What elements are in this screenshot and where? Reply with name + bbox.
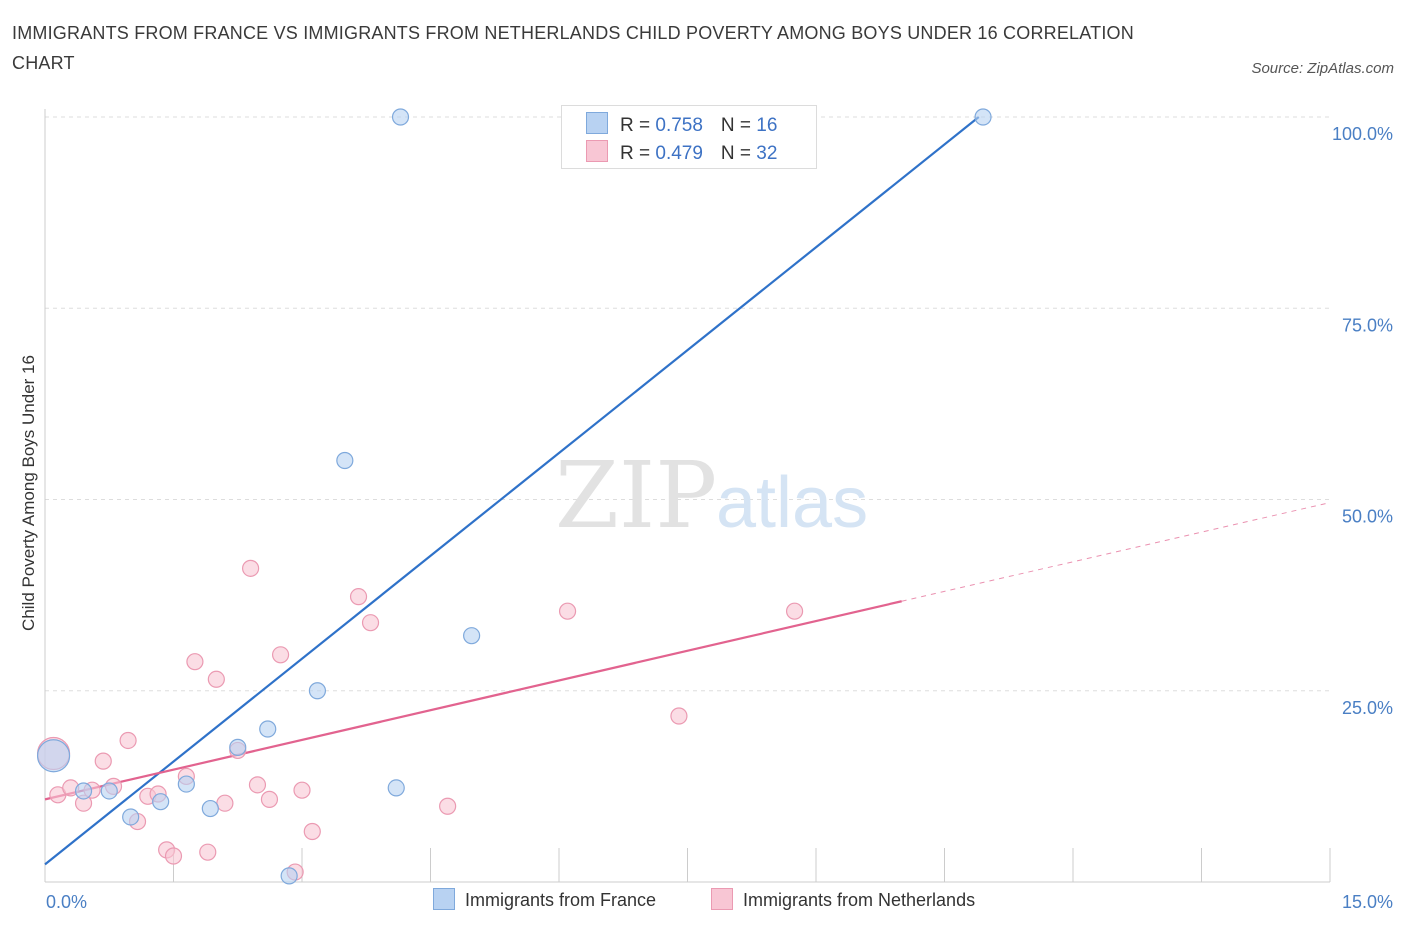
- point-france: [463, 627, 481, 645]
- bottom-legend-swatch-france: [433, 888, 455, 910]
- watermark-atlas: atlas: [716, 463, 868, 543]
- y-tick-label: 50.0%: [1342, 507, 1393, 527]
- point-netherlands: [439, 797, 457, 815]
- point-france: [387, 779, 405, 797]
- legend-n-value-netherlands: 32: [756, 143, 778, 164]
- data-points: [36, 108, 992, 885]
- source-label: Source: ZipAtlas.com: [1251, 60, 1394, 77]
- trend-line-netherlands-extension: [901, 502, 1331, 602]
- legend-n-label-france: N =: [720, 115, 757, 136]
- legend: R = 0.758 N = 16 R = 0.479 N = 32: [561, 105, 817, 169]
- legend-row-france: R = 0.758 N = 16: [586, 112, 777, 138]
- point-netherlands: [207, 670, 225, 688]
- point-netherlands: [216, 794, 234, 812]
- legend-r-label-france: R =: [620, 115, 656, 136]
- point-netherlands: [260, 790, 279, 808]
- point-netherlands: [94, 752, 112, 770]
- point-netherlands: [242, 559, 260, 577]
- point-netherlands: [271, 646, 290, 664]
- point-netherlands: [248, 776, 267, 794]
- y-tick-label: 75.0%: [1342, 315, 1393, 335]
- x-tick-label: 0.0%: [46, 892, 87, 912]
- legend-n-label-netherlands: N =: [720, 143, 757, 164]
- y-tick-label: 100.0%: [1332, 124, 1393, 144]
- point-france: [201, 799, 219, 818]
- y-tick-label: 25.0%: [1342, 698, 1393, 718]
- trend-line-netherlands: [44, 600, 902, 801]
- point-france: [336, 451, 354, 470]
- point-france: [280, 867, 298, 885]
- chart-title: IMMIGRANTS FROM FRANCE VS IMMIGRANTS FRO…: [12, 23, 1134, 73]
- tick-labels: 100.0% 75.0% 50.0% 25.0% 0.0% 15.0%: [46, 124, 1393, 912]
- point-netherlands: [293, 781, 311, 799]
- trend-line-france: [44, 116, 980, 866]
- legend-r-value-france: 0.758: [655, 115, 703, 136]
- point-netherlands: [186, 653, 204, 671]
- point-france: [122, 808, 140, 826]
- watermark-zip: ZIP: [555, 442, 717, 549]
- watermark: ZIP atlas: [555, 442, 868, 549]
- point-france: [391, 108, 410, 126]
- legend-r-value-netherlands: 0.479: [655, 143, 703, 164]
- point-france: [229, 738, 247, 756]
- point-netherlands: [670, 707, 688, 725]
- grid: [45, 116, 1330, 692]
- point-france: [308, 682, 327, 700]
- point-netherlands: [119, 731, 137, 750]
- bottom-legend-label-netherlands: Immigrants from Netherlands: [743, 890, 976, 910]
- trend-lines: [44, 116, 1331, 866]
- point-france: [152, 793, 170, 811]
- legend-r-label-netherlands: R =: [620, 143, 656, 164]
- legend-row-netherlands: R = 0.479 N = 32: [586, 140, 777, 166]
- bottom-legend-france: Immigrants from France: [433, 888, 656, 911]
- point-france: [974, 108, 992, 126]
- point-france: [177, 775, 195, 793]
- point-netherlands: [199, 843, 217, 861]
- point-netherlands: [361, 614, 380, 632]
- point-france: [100, 782, 118, 800]
- point-france: [259, 720, 277, 738]
- bottom-legend-label-france: Immigrants from France: [465, 890, 657, 910]
- point-netherlands: [558, 602, 577, 620]
- legend-n-value-france: 16: [756, 115, 778, 136]
- point-france: [36, 739, 71, 773]
- y-axis-label: Child Poverty Among Boys Under 16: [19, 355, 38, 631]
- point-france: [74, 782, 93, 800]
- bottom-legend-netherlands: Immigrants from Netherlands: [711, 888, 975, 911]
- point-netherlands: [164, 847, 183, 865]
- legend-swatch-netherlands: [586, 140, 608, 162]
- point-netherlands: [303, 822, 321, 841]
- bottom-legend-swatch-netherlands: [711, 888, 733, 910]
- point-netherlands: [785, 602, 804, 620]
- point-netherlands: [349, 588, 368, 606]
- x-tick-label: 15.0%: [1342, 892, 1393, 912]
- legend-swatch-france: [586, 112, 608, 134]
